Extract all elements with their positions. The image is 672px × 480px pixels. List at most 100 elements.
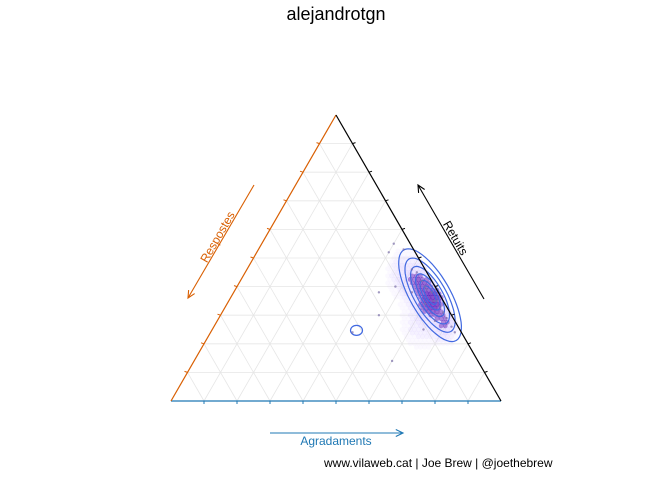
- density-cell: [405, 330, 411, 336]
- density-cell: [397, 287, 403, 293]
- density-cell: [414, 330, 419, 336]
- density-cell: [407, 312, 413, 318]
- density-cell: [405, 273, 411, 279]
- density-cell: [414, 266, 419, 272]
- density-cell: [438, 323, 444, 329]
- density-cell: [438, 316, 444, 322]
- right-axis-label: Retuits: [440, 218, 471, 257]
- density-cell: [416, 334, 421, 340]
- density-cell: [420, 334, 426, 340]
- grid-line: [319, 143, 469, 402]
- caption: www.vilaweb.cat | Joe Brew | @joethebrew: [324, 456, 553, 470]
- density-cell: [432, 327, 438, 332]
- density-cell: [432, 334, 438, 340]
- left-tick: [266, 227, 271, 230]
- density-cell: [393, 259, 399, 264]
- density-cell: [401, 330, 407, 336]
- density-contour: [349, 324, 364, 336]
- density-cell: [387, 269, 393, 275]
- density-cell: [411, 334, 417, 340]
- density-cell: [449, 341, 454, 347]
- density-cell: [411, 327, 417, 332]
- density-cell: [422, 337, 428, 343]
- data-point: [438, 305, 442, 308]
- density-cell: [434, 316, 440, 322]
- density-cell: [407, 305, 413, 311]
- density-cell: [426, 337, 432, 343]
- density-cell: [424, 334, 430, 340]
- density-cell: [424, 305, 430, 311]
- density-cell: [389, 287, 395, 293]
- density-contour: [404, 257, 456, 333]
- density-cell: [436, 341, 442, 347]
- data-point: [394, 285, 397, 288]
- density-cell: [389, 266, 395, 272]
- density-cell: [385, 273, 390, 279]
- density-cell: [395, 284, 401, 289]
- density-cell: [409, 330, 415, 336]
- density-cell: [393, 280, 399, 286]
- data-point: [392, 242, 395, 245]
- density-cell: [414, 344, 419, 350]
- density-cell: [399, 312, 405, 318]
- density-cell: [387, 277, 393, 282]
- density-cell: [453, 334, 459, 340]
- density-cell: [409, 259, 415, 264]
- left-axis-arrow-head: [187, 289, 195, 300]
- data-point: [433, 319, 437, 323]
- grid-line: [401, 315, 452, 402]
- density-cell: [395, 277, 401, 282]
- data-point: [402, 248, 405, 251]
- grid-line: [467, 372, 485, 402]
- density-cell: [407, 334, 413, 340]
- data-point: [410, 268, 414, 271]
- grid-line: [286, 200, 403, 402]
- density-cell: [405, 323, 411, 329]
- density-cell: [442, 323, 448, 329]
- density-cell: [403, 305, 409, 311]
- density-cell: [409, 323, 415, 329]
- left-tick: [250, 256, 254, 259]
- density-cell: [426, 330, 432, 336]
- density-cell: [399, 255, 405, 261]
- density-cell: [391, 277, 397, 282]
- left-tick: [200, 342, 205, 345]
- density-cell: [428, 312, 434, 318]
- left-tick: [184, 370, 188, 373]
- data-point: [390, 359, 394, 363]
- density-cell: [389, 280, 395, 286]
- grid-line: [253, 257, 337, 402]
- density-cell: [414, 259, 419, 264]
- density-cell: [444, 312, 450, 318]
- density-cell: [405, 302, 411, 307]
- density-cell: [449, 334, 454, 340]
- density-cell: [453, 327, 459, 332]
- density-cell: [424, 327, 430, 332]
- density-cell: [407, 262, 413, 268]
- density-cell: [403, 327, 409, 332]
- density-cell: [418, 316, 423, 322]
- grid-line: [203, 343, 238, 402]
- grid-lines: [187, 143, 485, 402]
- density-cell: [409, 337, 415, 343]
- density-cell: [422, 344, 428, 350]
- density-cell: [409, 309, 415, 315]
- left-axis-arrow: [187, 184, 255, 299]
- density-cell: [401, 302, 407, 307]
- grid-line: [269, 200, 386, 402]
- density-cell: [397, 294, 403, 300]
- density-cell: [430, 294, 436, 300]
- density-cell: [391, 269, 397, 275]
- density-cell: [422, 330, 428, 336]
- density-cell: [405, 316, 411, 322]
- density-cell: [409, 316, 415, 322]
- data-point: [423, 302, 427, 305]
- density-cell: [405, 266, 411, 272]
- density-contours: [349, 248, 463, 350]
- right-tick: [385, 199, 389, 202]
- density-cell: [405, 252, 411, 257]
- density-cell: [416, 327, 421, 332]
- density-cell: [416, 319, 421, 325]
- grid-line: [187, 372, 205, 402]
